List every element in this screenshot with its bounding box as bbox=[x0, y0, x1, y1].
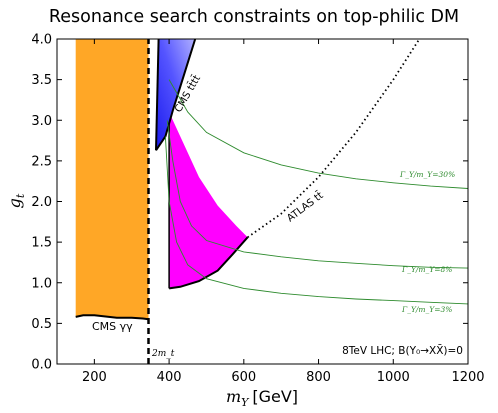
x-tick-label: 200 bbox=[82, 370, 107, 385]
y-tick-label: 4.0 bbox=[31, 33, 52, 48]
y-axis-label-var: g bbox=[5, 198, 24, 208]
y-tick-label: 0.5 bbox=[31, 317, 52, 332]
y-tick-label: 2.0 bbox=[31, 195, 52, 210]
annotation-cms-gammagamma: CMS γγ bbox=[92, 320, 133, 333]
x-axis-label-sub: Y bbox=[241, 396, 250, 409]
region-atlas-tt-lower-edge bbox=[168, 236, 249, 290]
y-tick-label: 1.0 bbox=[31, 276, 52, 291]
line--y-m-y-3- bbox=[164, 136, 468, 305]
chart-title: Resonance search constraints on top-phil… bbox=[49, 7, 459, 27]
x-tick-label: 800 bbox=[306, 370, 331, 385]
region-cms-tttt-edge bbox=[155, 39, 197, 151]
x-tick-label: 600 bbox=[231, 370, 256, 385]
x-tick-label: 1200 bbox=[451, 370, 484, 385]
x-tick-label: 1000 bbox=[377, 370, 410, 385]
y-axis-label: gt bbox=[5, 193, 27, 208]
y-tick-label: 2.5 bbox=[31, 154, 52, 169]
x-axis-label-unit: [GeV] bbox=[252, 387, 298, 406]
region-cms-gammagamma bbox=[75, 39, 149, 320]
y-tick-label: 0.0 bbox=[31, 358, 52, 373]
plot-area bbox=[75, 39, 468, 364]
y-tick-label: 3.5 bbox=[31, 73, 52, 88]
x-tick-label: 400 bbox=[157, 370, 182, 385]
x-axis-label-var: m bbox=[226, 387, 241, 406]
region-cms-tttt bbox=[156, 39, 196, 151]
region-cms-tttt-left-edge bbox=[155, 39, 160, 151]
x-axis-label: mY [GeV] bbox=[226, 387, 298, 409]
line-atlas-tt-extrapolation bbox=[247, 39, 421, 239]
line--y-m-y-8- bbox=[166, 120, 468, 269]
annotation-lhc-note: 8TeV LHC; B(Y₀→XX̄)=0 bbox=[342, 344, 463, 357]
y-axis-label-sub: t bbox=[14, 193, 27, 198]
annotation-width-3: Γ_Y/m_Y=3% bbox=[401, 305, 452, 314]
annotation-width-30: Γ_Y/m_Y=30% bbox=[399, 170, 455, 179]
region-atlas-tt bbox=[169, 112, 248, 289]
annotation-two-mt: 2m_t bbox=[151, 349, 175, 359]
region-cms-gammagamma-edge bbox=[75, 314, 149, 321]
y-tick-label: 3.0 bbox=[31, 114, 52, 129]
axes: 200 400 600 800 1000 1200 0.0 0.5 1.0 1.5 2.0 2.5 3.… bbox=[31, 33, 484, 386]
annotation-atlas-tt: ATLAS tt̄ bbox=[284, 189, 325, 225]
y-tick-label: 1.5 bbox=[31, 236, 52, 251]
annotation-width-8: Γ_Y/m_Y=8% bbox=[401, 265, 452, 274]
line--y-m-y-30- bbox=[168, 79, 468, 189]
